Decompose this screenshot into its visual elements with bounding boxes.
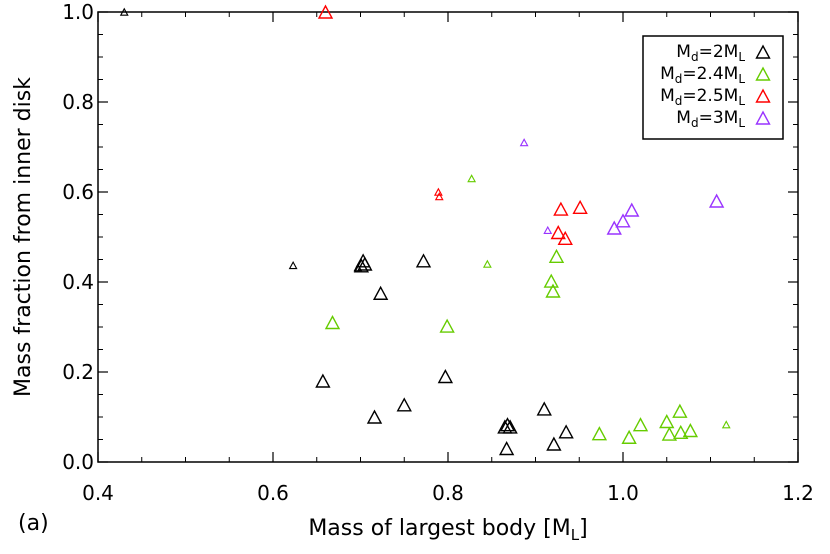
x-tick-label: 0.8 xyxy=(432,481,464,505)
data-point-series-4 xyxy=(708,193,725,208)
x-axis-ticks: 0.4 0.6 0.8 1.0 1.2 xyxy=(82,12,814,505)
panel-label: (a) xyxy=(18,511,49,536)
legend-label-part: d xyxy=(691,50,699,64)
data-point-series-3 xyxy=(553,201,569,216)
y-axis-label: Mass fraction from inner disk xyxy=(11,77,36,397)
data-point-series-3 xyxy=(434,192,444,201)
data-point-series-1 xyxy=(498,441,515,456)
data-point-series-3 xyxy=(572,199,588,214)
data-point-series-2 xyxy=(545,283,561,298)
data-point-series-4 xyxy=(543,225,553,234)
legend-label-part: M xyxy=(676,42,691,62)
data-point-series-4 xyxy=(519,138,529,147)
data-point-series-3 xyxy=(550,225,566,240)
data-point-series-1 xyxy=(288,261,298,270)
data-point-series-2 xyxy=(439,318,455,333)
data-point-series-4 xyxy=(624,202,640,217)
data-point-series-2 xyxy=(672,403,688,418)
data-point-series-4 xyxy=(606,220,622,235)
data-point-series-4 xyxy=(615,213,631,228)
data-point-series-2 xyxy=(591,426,608,441)
y-tick-label: 0.8 xyxy=(62,90,94,114)
data-point-series-1 xyxy=(315,373,331,388)
data-point-series-1 xyxy=(558,424,574,439)
legend-label-part: M xyxy=(676,108,691,128)
legend-label-part: L xyxy=(738,116,745,130)
data-points xyxy=(119,4,731,456)
data-point-series-2 xyxy=(721,420,731,429)
legend-label-part: M xyxy=(660,64,675,84)
data-point-series-1 xyxy=(357,256,373,271)
y-tick-label: 0.2 xyxy=(62,360,94,384)
data-point-series-1 xyxy=(372,285,389,300)
legend-label-part: =3M xyxy=(699,108,739,128)
legend-label-part: =2.4M xyxy=(682,64,738,84)
legend-label-part: M xyxy=(660,86,675,106)
data-point-series-3 xyxy=(317,4,334,19)
data-point-series-1 xyxy=(119,7,129,16)
data-point-series-2 xyxy=(661,426,678,441)
x-axis-label: Mass of largest body [ML] xyxy=(308,516,587,544)
x-tick-label: 1.0 xyxy=(607,481,639,505)
legend-label-part: d xyxy=(675,72,683,86)
data-point-series-3 xyxy=(557,230,573,246)
legend-label: Md=2.4ML xyxy=(660,64,745,86)
data-point-series-2 xyxy=(621,429,637,444)
y-tick-label: 0.6 xyxy=(62,180,94,204)
data-point-series-1 xyxy=(502,419,518,434)
x-tick-label: 1.2 xyxy=(782,481,814,505)
legend-label: Md=3ML xyxy=(676,108,745,130)
x-axis-label-subscript: L xyxy=(571,526,580,544)
data-point-series-2 xyxy=(682,423,699,438)
legend-marker xyxy=(755,110,771,125)
legend-label-part: L xyxy=(738,94,745,108)
legend-label-part: d xyxy=(675,94,683,108)
legend-label-part: L xyxy=(738,72,745,86)
x-tick-label: 0.4 xyxy=(82,481,114,505)
data-point-series-2 xyxy=(632,417,649,432)
legend-label: Md=2.5ML xyxy=(660,86,745,108)
data-point-series-1 xyxy=(353,258,370,273)
data-point-series-1 xyxy=(437,369,454,384)
data-point-series-2 xyxy=(673,424,689,439)
data-point-series-2 xyxy=(482,259,492,268)
y-axis-ticks: 0.0 0.2 0.4 0.6 0.8 1.0 xyxy=(62,0,798,474)
data-point-series-1 xyxy=(499,417,516,432)
legend-label: Md=2ML xyxy=(676,42,745,64)
x-axis-label-close: ] xyxy=(579,516,588,541)
legend-marker xyxy=(755,66,771,81)
legend-marker xyxy=(755,88,771,103)
data-point-series-1 xyxy=(366,409,383,424)
legend-label-part: =2M xyxy=(699,42,739,62)
data-point-series-1 xyxy=(536,401,552,416)
data-point-series-2 xyxy=(467,174,477,183)
data-point-series-2 xyxy=(659,414,675,429)
data-point-series-2 xyxy=(548,248,565,264)
legend-label-part: L xyxy=(738,50,745,64)
legend-marker xyxy=(755,44,771,59)
data-point-series-1 xyxy=(415,253,432,268)
x-tick-label: 0.6 xyxy=(257,481,289,505)
y-tick-label: 0.0 xyxy=(62,450,94,474)
y-tick-label: 1.0 xyxy=(62,0,94,24)
data-point-series-2 xyxy=(324,315,341,330)
x-axis-label-main: Mass of largest body [M xyxy=(308,516,570,541)
data-point-series-1 xyxy=(396,397,412,412)
legend-label-part: =2.5M xyxy=(682,86,738,106)
data-point-series-2 xyxy=(543,273,559,288)
legend-label-part: d xyxy=(691,116,699,130)
data-point-series-1 xyxy=(546,436,562,451)
y-tick-label: 0.4 xyxy=(62,270,94,294)
